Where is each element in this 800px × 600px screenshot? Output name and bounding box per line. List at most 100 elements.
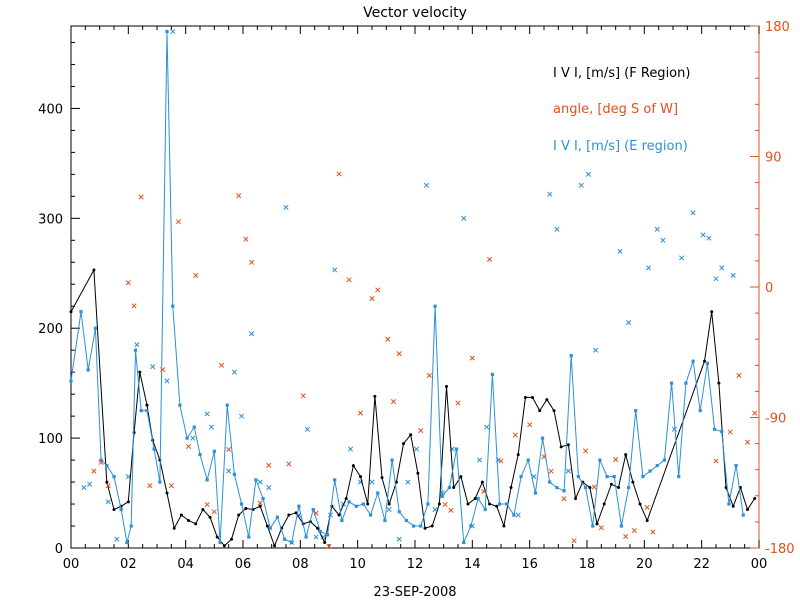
x-marker-stroke <box>332 267 338 273</box>
e-region-x-point <box>396 536 402 542</box>
series-point <box>447 485 451 490</box>
x-marker-stroke <box>266 462 272 468</box>
series-point <box>366 502 370 506</box>
series-point <box>145 409 149 413</box>
series-point <box>369 296 375 302</box>
series-1 <box>69 29 745 545</box>
x-tick-label: 08 <box>292 557 309 572</box>
series-point <box>230 537 234 541</box>
series-point <box>495 504 499 508</box>
series-point <box>215 535 219 539</box>
x-tick-label: 02 <box>120 557 137 572</box>
series-point <box>437 502 441 506</box>
y-right-tick-label: -180 <box>765 542 795 557</box>
series-point <box>418 427 424 434</box>
series-point <box>548 480 552 484</box>
series-point <box>591 484 597 490</box>
e-region-x-point <box>578 182 584 188</box>
series-point <box>538 409 542 413</box>
series-point <box>290 540 294 545</box>
series-point <box>541 454 547 460</box>
x-marker-stroke <box>125 280 131 286</box>
e-region-x-point <box>660 237 666 243</box>
x-tick-label: 20 <box>636 557 653 572</box>
x-marker-stroke <box>304 426 311 432</box>
e-region-x-point <box>671 426 677 432</box>
series-point <box>416 471 420 475</box>
series-point <box>193 272 199 278</box>
series-point <box>201 508 205 512</box>
x-tick-label: 04 <box>177 557 194 572</box>
series-point <box>243 236 249 242</box>
x-tick-label: 14 <box>464 557 481 572</box>
series-point <box>516 453 520 457</box>
series-point <box>212 449 216 453</box>
e-region-x-point <box>690 210 696 216</box>
x-marker-stroke <box>578 182 584 188</box>
y-right-tick-label: 90 <box>765 151 782 166</box>
series-point <box>125 540 129 545</box>
series-point <box>247 535 251 539</box>
e-region-x-point <box>585 171 591 177</box>
x-marker-stroke <box>357 410 364 416</box>
series-layer <box>69 29 758 550</box>
legend-entry: I V I, [m/s] (E region) <box>553 139 688 154</box>
x-marker-stroke <box>231 369 237 375</box>
series-point <box>736 372 742 379</box>
x-marker-stroke <box>369 296 375 302</box>
x-marker-stroke <box>283 204 289 210</box>
x-marker-stroke <box>583 448 589 454</box>
e-region-x-point <box>226 468 232 474</box>
x-tick-label: 18 <box>579 557 596 572</box>
e-region-x-point <box>461 215 467 221</box>
series-point <box>318 529 322 534</box>
x-marker-stroke <box>719 265 725 271</box>
e-region-scatter-points <box>81 28 736 546</box>
x-marker-stroke <box>690 210 696 216</box>
series-point <box>211 509 217 515</box>
x-marker-stroke <box>486 256 493 263</box>
series-point <box>326 543 332 550</box>
x-marker-stroke <box>442 501 448 508</box>
x-marker-stroke <box>249 331 255 337</box>
series-point <box>527 422 533 428</box>
x-marker-stroke <box>626 320 632 326</box>
e-region-x-point <box>423 182 430 188</box>
x-marker-stroke <box>257 500 263 506</box>
x-marker-stroke <box>405 479 411 485</box>
e-region-x-point <box>283 204 289 210</box>
series-point <box>316 526 320 530</box>
x-marker-stroke <box>423 182 430 188</box>
y-right-tick-label: 0 <box>765 281 773 296</box>
series-point <box>69 310 73 314</box>
series-point <box>574 497 578 501</box>
e-region-x-point <box>593 347 599 353</box>
series-point <box>105 463 109 468</box>
y-right-tick-label: 180 <box>765 20 790 35</box>
e-region-x-point <box>405 479 411 485</box>
x-marker-stroke <box>613 456 619 463</box>
series-point <box>669 381 674 385</box>
x-marker-stroke <box>313 534 319 540</box>
e-region-x-point <box>484 424 490 430</box>
y-left-tick-label: 0 <box>55 542 63 557</box>
x-tick-label: 06 <box>235 557 252 572</box>
series-point <box>376 491 380 495</box>
series-point <box>375 287 381 293</box>
series-point <box>717 381 721 385</box>
series-point <box>244 506 248 510</box>
series-point <box>523 395 527 399</box>
e-region-x-point <box>134 342 140 348</box>
series-point <box>239 502 244 506</box>
x-marker-stroke <box>105 499 111 505</box>
series-point <box>677 474 681 479</box>
series-point <box>583 448 589 454</box>
series-point <box>179 513 183 517</box>
series-point <box>613 456 619 463</box>
x-marker-stroke <box>585 171 591 177</box>
series-point <box>145 403 149 407</box>
e-region-x-point <box>304 426 311 432</box>
series-point <box>426 372 432 379</box>
x-marker-stroke <box>654 226 660 232</box>
series-point <box>198 452 202 457</box>
